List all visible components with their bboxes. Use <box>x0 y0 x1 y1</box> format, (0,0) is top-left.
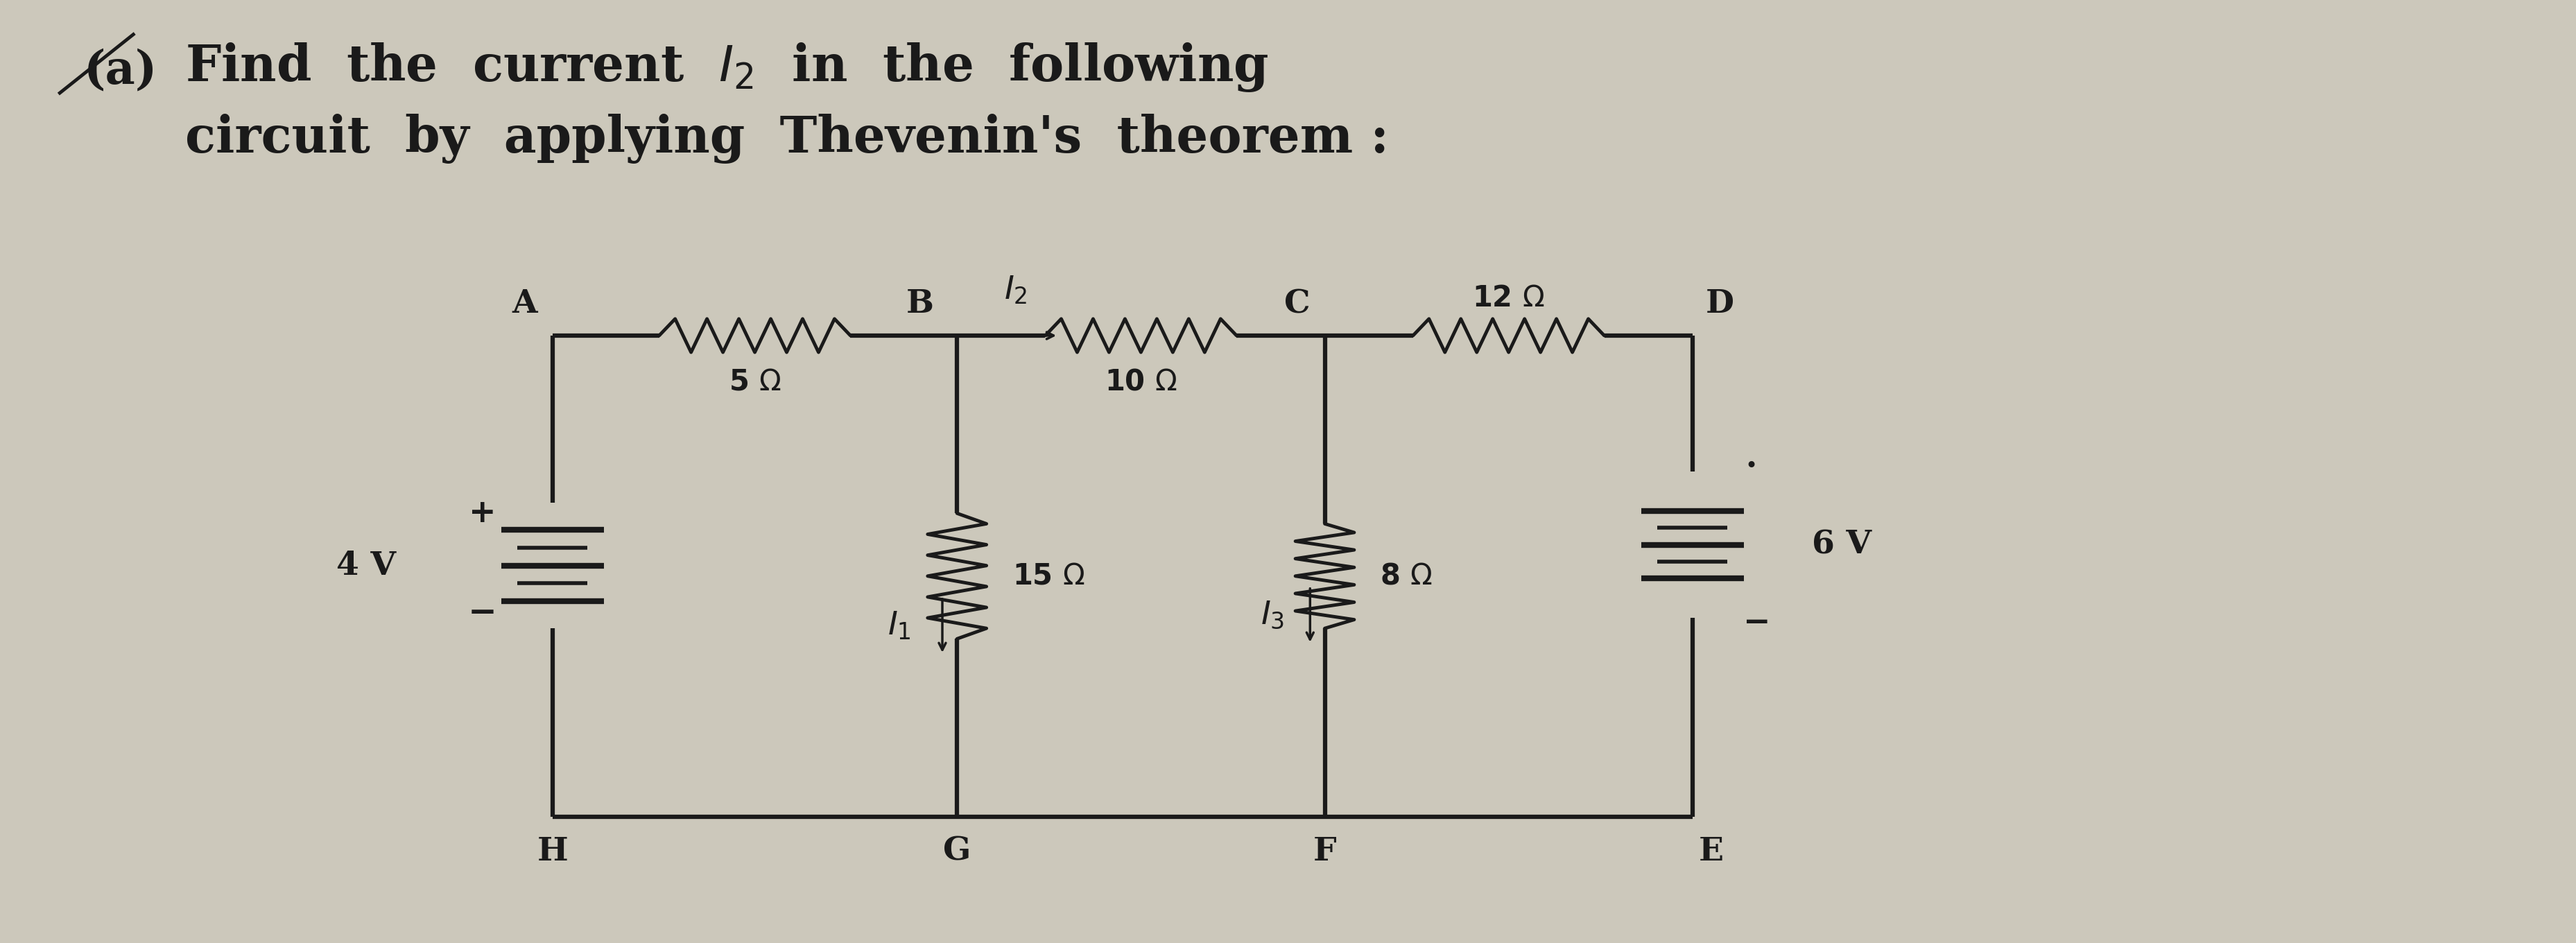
Text: B: B <box>907 288 935 320</box>
Text: 12 $\Omega$: 12 $\Omega$ <box>1473 284 1546 312</box>
Text: 10 $\Omega$: 10 $\Omega$ <box>1105 367 1177 396</box>
Text: 8 $\Omega$: 8 $\Omega$ <box>1381 561 1432 590</box>
Text: Find  the  current  $I_2$  in  the  following: Find the current $I_2$ in the following <box>185 41 1267 93</box>
Text: 6 V: 6 V <box>1811 529 1873 561</box>
Text: E: E <box>1698 835 1723 868</box>
Text: C: C <box>1285 288 1311 320</box>
Text: $I_3$: $I_3$ <box>1260 600 1285 631</box>
Text: circuit  by  applying  Thevenin's  theorem :: circuit by applying Thevenin's theorem : <box>185 114 1388 164</box>
Text: 15 $\Omega$: 15 $\Omega$ <box>1012 561 1084 590</box>
Text: −: − <box>1744 607 1770 638</box>
Text: 4 V: 4 V <box>337 550 397 582</box>
Text: D: D <box>1705 288 1734 320</box>
Text: $I_2$: $I_2$ <box>1005 274 1028 306</box>
Text: (a): (a) <box>82 48 157 93</box>
Text: −: − <box>469 596 497 629</box>
Text: 5 $\Omega$: 5 $\Omega$ <box>729 367 781 396</box>
Text: F: F <box>1314 835 1337 868</box>
Text: G: G <box>943 835 971 868</box>
Text: $I_1$: $I_1$ <box>889 610 912 641</box>
Text: A: A <box>513 288 538 320</box>
Text: +: + <box>469 498 497 529</box>
Text: H: H <box>536 835 569 868</box>
Text: •: • <box>1744 456 1757 476</box>
